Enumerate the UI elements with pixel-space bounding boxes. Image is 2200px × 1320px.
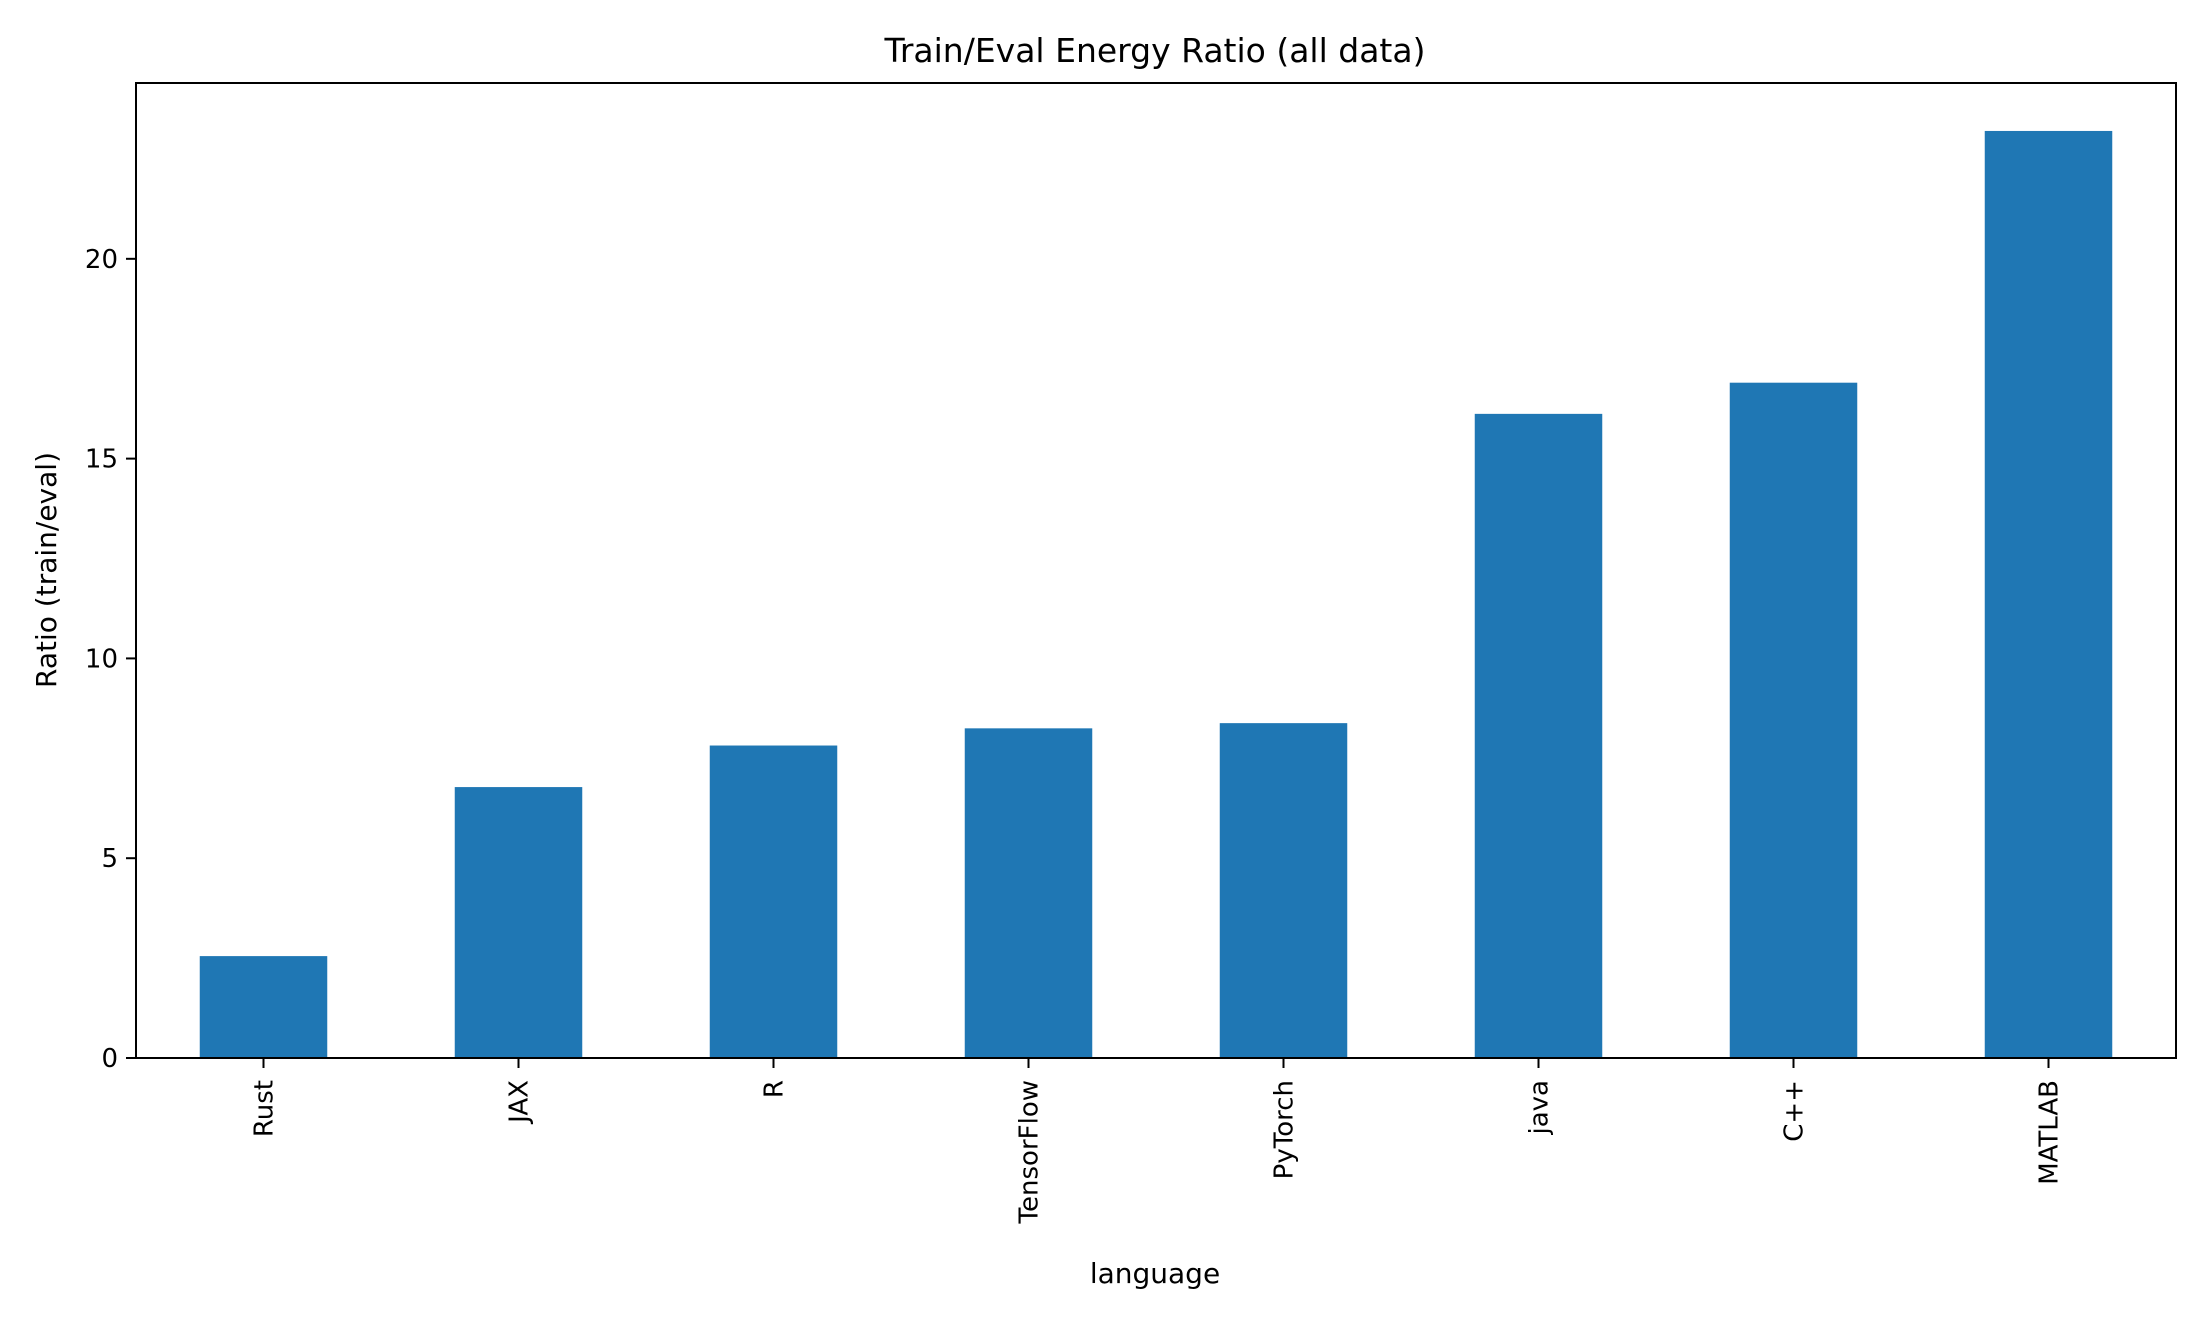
y-tick-label: 20 [85,245,118,275]
y-tick-label: 5 [101,844,118,874]
x-axis-label: language [1090,1257,1220,1290]
bar-jax [454,787,583,1058]
x-tick-label: PyTorch [1270,1080,1300,1179]
x-tick-label: TensorFlow [1015,1080,1045,1224]
chart-title: Train/Eval Energy Ratio (all data) [884,31,1426,70]
bars-group [199,130,2113,1059]
x-tick-label: C++ [1780,1080,1810,1142]
bar-r [709,745,838,1058]
bar-tensorflow [964,728,1093,1058]
x-tick-label: JAX [505,1080,535,1125]
bar-rust [199,956,328,1058]
bar-matlab [1984,130,2113,1059]
x-tick-label: R [760,1080,790,1098]
y-tick-label: 15 [85,445,118,475]
bar-pytorch [1219,723,1348,1058]
plot-frame [135,82,2177,1059]
y-axis-label: Ratio (train/eval) [30,452,63,688]
x-tick-label: Rust [250,1080,280,1137]
y-tick-label: 0 [101,1044,118,1074]
bar-c- [1729,382,1858,1058]
bar-java [1474,413,1603,1058]
y-axis: 0 5 10 15 20 [85,245,136,1074]
x-tick-label: MATLAB [2035,1080,2065,1185]
y-tick-label: 10 [85,644,118,674]
x-axis: Rust JAX R TensorFlow PyTorch java C++ MATLAB [250,1058,2065,1224]
x-tick-label: java [1525,1080,1555,1135]
